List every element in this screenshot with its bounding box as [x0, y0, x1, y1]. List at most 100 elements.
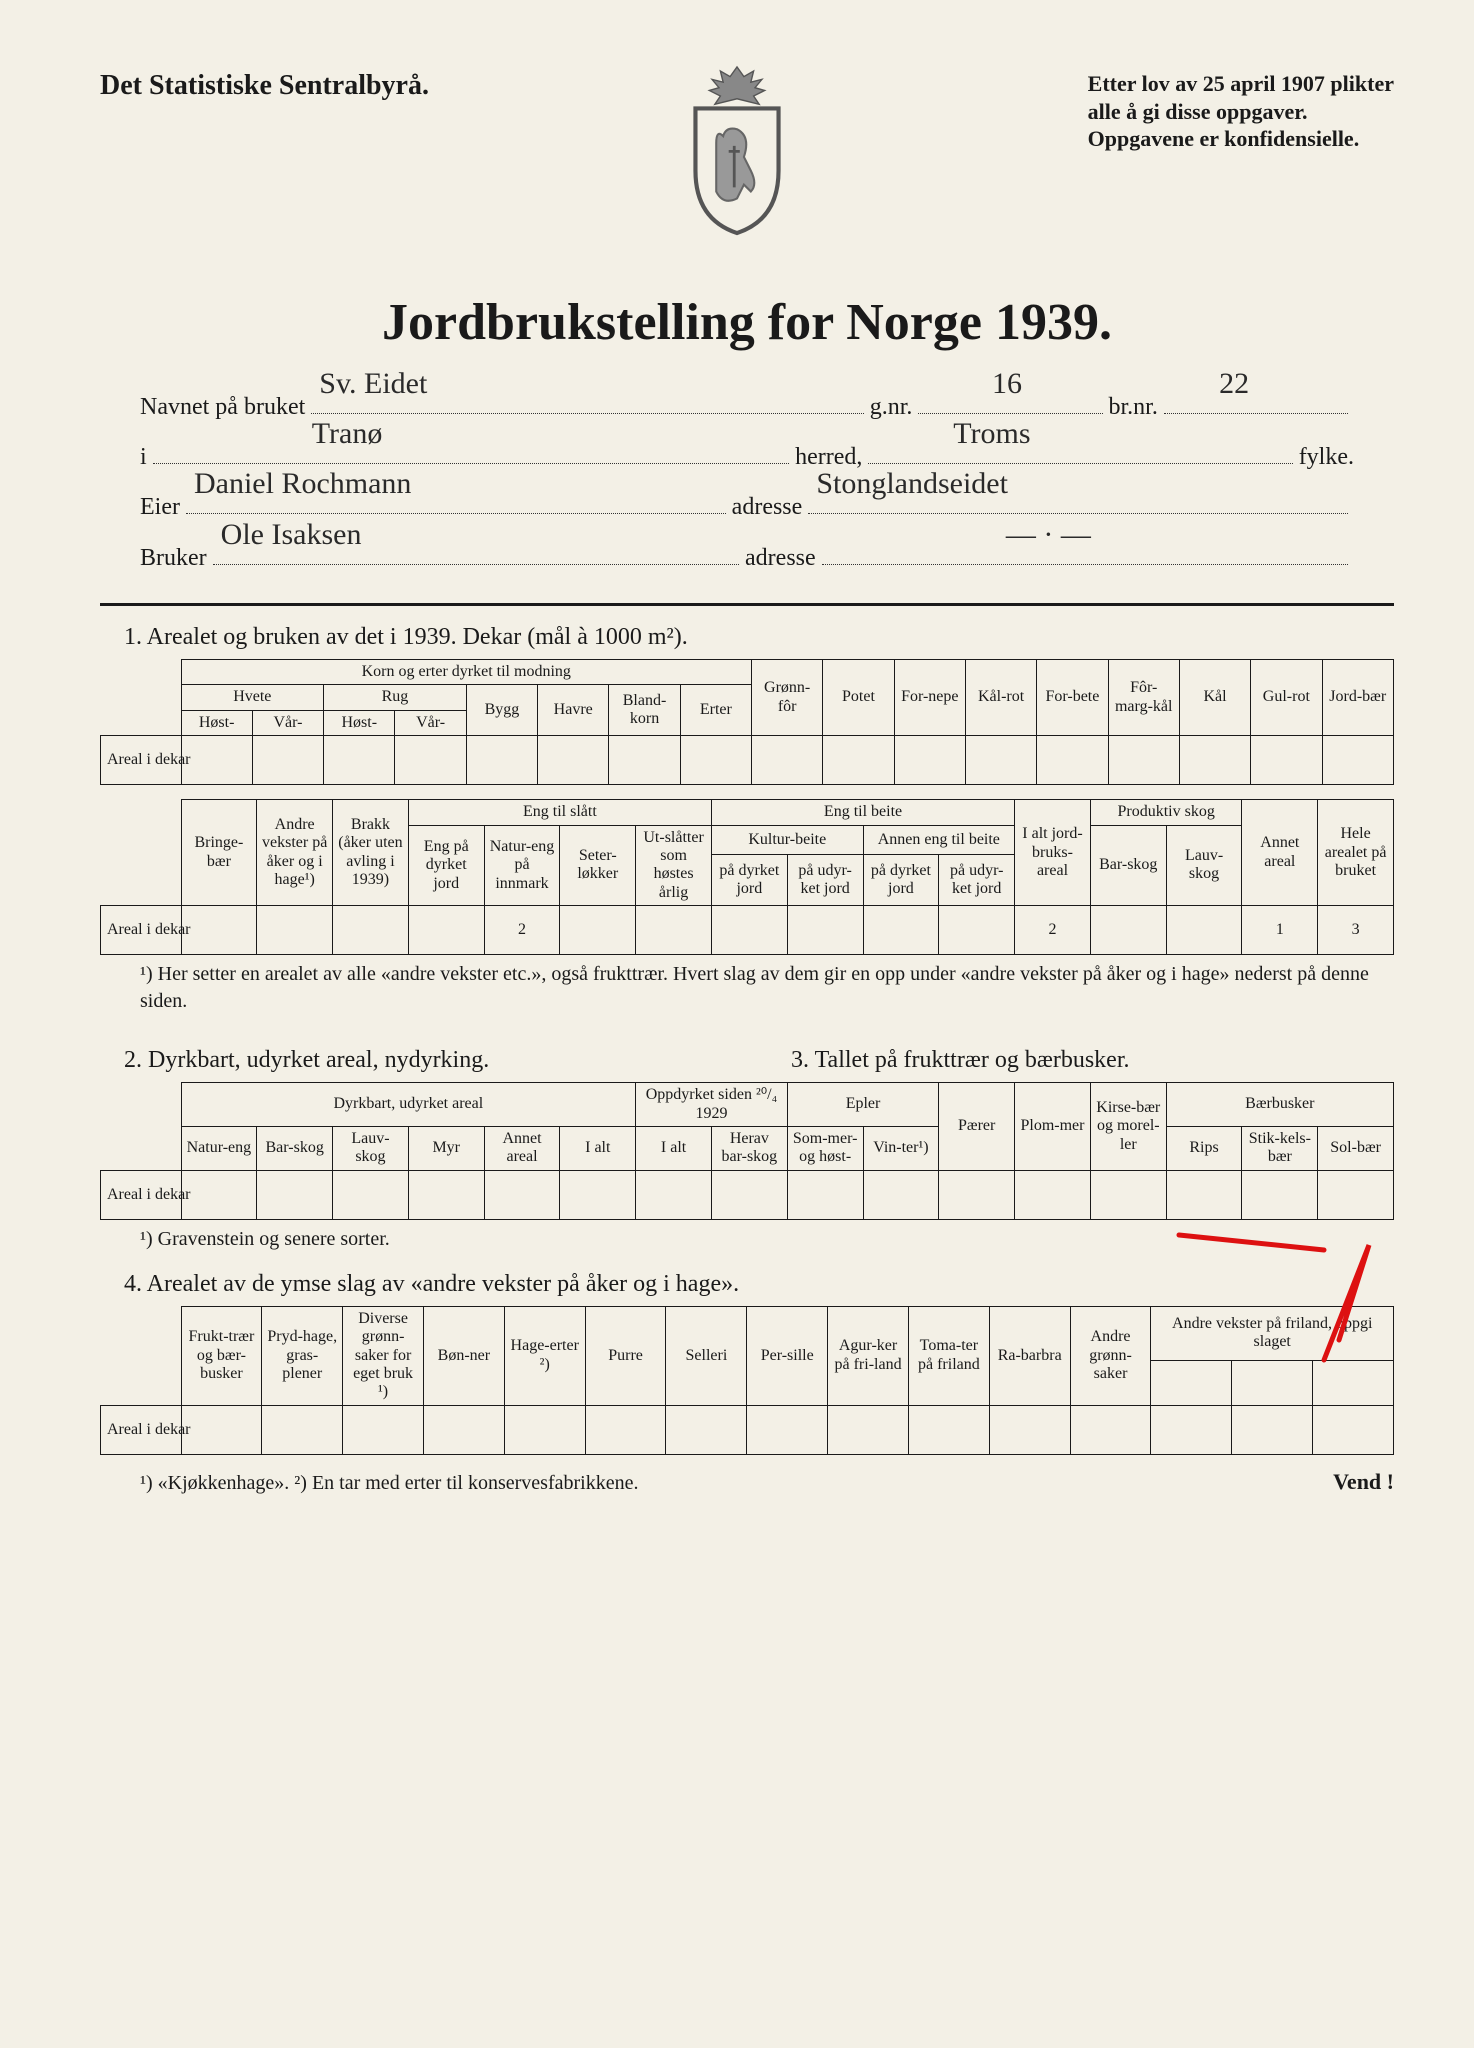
s4-bonner: Bøn-ner: [423, 1306, 504, 1405]
agency-name: Det Statistiske Sentralbyrå.: [100, 70, 429, 102]
kirse: Kirse-bær og morel-ler: [1090, 1083, 1166, 1171]
val-ialt: 2: [1015, 906, 1091, 955]
areal-label-23: Areal i dekar: [101, 1170, 182, 1219]
ab-dyrket: på dyrket jord: [863, 855, 939, 906]
footnote-1b: ¹) Her setter en arealet av alle «andre …: [140, 961, 1394, 1015]
bygg: Bygg: [466, 685, 537, 736]
s4-purre: Purre: [585, 1306, 666, 1405]
table-1b: Bringe-bær Andre vekster på åker og i ha…: [100, 799, 1394, 955]
potet: Potet: [823, 660, 894, 736]
form-page: Det Statistiske Sentralbyrå. Etter lov a…: [0, 0, 1474, 2048]
s4-andre-gronn: Andre grønn-saker: [1070, 1306, 1151, 1405]
s4-tomat: Toma-ter på friland: [908, 1306, 989, 1405]
barskog-1b: Bar-skog: [1090, 825, 1166, 906]
section-4-title: 4. Arealet av de ymse slag av «andre vek…: [124, 1271, 1394, 1298]
coat-of-arms-icon: [667, 60, 807, 240]
footnote-4: ¹) «Kjøkkenhage». ²) En tar med erter ti…: [140, 1470, 638, 1497]
section-2-title: 2. Dyrkbart, udyrket areal, nydyrking.: [124, 1047, 727, 1074]
areal-label-4: Areal i dekar: [101, 1405, 182, 1454]
eier-label: Eier: [140, 482, 180, 532]
ab-udyrket: på udyr-ket jord: [939, 855, 1015, 906]
section-3-title: 3. Tallet på frukttrær og bærbusker.: [791, 1047, 1394, 1074]
areal-label-1b: Areal i dekar: [101, 906, 182, 955]
form-title: Jordbrukstelling for Norge 1939.: [100, 293, 1394, 352]
law-line-3: Oppgavene er konfidensielle.: [1088, 125, 1394, 153]
opp-ialt: I alt: [636, 1126, 712, 1170]
brnr-value: 22: [1219, 352, 1249, 415]
s4-selleri: Selleri: [666, 1306, 747, 1405]
sommer: Som-mer-og høst-: [787, 1126, 863, 1170]
rug-var: Vår-: [395, 710, 466, 735]
law-notice: Etter lov av 25 april 1907 plikter alle …: [1088, 70, 1394, 153]
kalrot: Kål-rot: [965, 660, 1036, 736]
hvete-host: Høst-: [181, 710, 252, 735]
brakk: Brakk (åker uten avling i 1939): [333, 800, 409, 906]
section-1-title: 1. Arealet og bruken av det i 1939. Deka…: [124, 624, 1394, 651]
hele-areal: Hele arealet på bruket: [1318, 800, 1394, 906]
lauvskog-1b: Lauv-skog: [1166, 825, 1242, 906]
annet-areal: Annet areal: [1242, 800, 1318, 906]
plommer: Plom-mer: [1015, 1083, 1091, 1171]
fornepe: For-nepe: [894, 660, 965, 736]
brnr-label: br.nr.: [1109, 382, 1158, 432]
korn-group: Korn og erter dyrket til modning: [181, 660, 752, 685]
andre-vekster: Andre vekster på åker og i hage¹): [257, 800, 333, 906]
info-block: Navnet på bruket Sv. Eidet g.nr. 16 br.n…: [100, 382, 1394, 604]
s4-agurk: Agur-ker på fri-land: [828, 1306, 909, 1405]
kb-udyrket: på udyr-ket jord: [787, 855, 863, 906]
ialt-jord: I alt jord-bruks-areal: [1015, 800, 1091, 906]
solbaer: Sol-bær: [1318, 1126, 1394, 1170]
i-label: i: [140, 432, 147, 482]
table-2-3: Dyrkbart, udyrket areal Oppdyrket siden …: [100, 1082, 1394, 1220]
s2-natureng: Natur-eng: [181, 1126, 257, 1170]
s4-rabarbra: Ra-barbra: [989, 1306, 1070, 1405]
vinter: Vin-ter¹): [863, 1126, 939, 1170]
law-line-2: alle å gi disse oppgaver.: [1088, 98, 1394, 126]
rips: Rips: [1166, 1126, 1242, 1170]
vend-label: Vend !: [1333, 1469, 1394, 1495]
s2-annet: Annet areal: [484, 1126, 560, 1170]
kal: Kål: [1179, 660, 1250, 736]
val-hele: 3: [1318, 906, 1394, 955]
val-natureng: 2: [484, 906, 560, 955]
s4-frukt: Frukt-trær og bær-busker: [181, 1306, 262, 1405]
adresse-label-2: adresse: [745, 533, 816, 583]
table-4: Frukt-trær og bær-busker Pryd-hage, gras…: [100, 1306, 1394, 1455]
eng-dyrket: Eng på dyrket jord: [408, 825, 484, 906]
rug-host: Høst-: [324, 710, 395, 735]
s2-lauvskog: Lauv-skog: [333, 1126, 409, 1170]
eier-adresse: Stonglandseidet: [816, 452, 1008, 515]
law-line-1: Etter lov av 25 april 1907 plikter: [1088, 70, 1394, 98]
s2-myr: Myr: [408, 1126, 484, 1170]
hvete: Hvete: [181, 685, 324, 710]
s4-pryd: Pryd-hage, gras-plener: [262, 1306, 343, 1405]
baerbusker: Bærbusker: [1166, 1083, 1393, 1127]
fylke-label: fylke.: [1299, 432, 1354, 482]
adresse-label-1: adresse: [732, 482, 803, 532]
erter: Erter: [680, 685, 751, 736]
gnr-label: g.nr.: [870, 382, 913, 432]
havre: Havre: [538, 685, 609, 736]
val-annet: 1: [1242, 906, 1318, 955]
table-1a: Korn og erter dyrket til modning Grønn-f…: [100, 659, 1394, 785]
formargkal: Fôr-marg-kål: [1108, 660, 1179, 736]
rug: Rug: [324, 685, 467, 710]
gulrot: Gul-rot: [1251, 660, 1322, 736]
s4-persille: Per-sille: [747, 1306, 828, 1405]
seter: Seter-løkker: [560, 825, 636, 906]
gronnfor: Grønn-fôr: [752, 660, 823, 736]
s2-ialt: I alt: [560, 1126, 636, 1170]
annen-beite: Annen eng til beite: [863, 825, 1015, 855]
prod-skog: Produktiv skog: [1090, 800, 1242, 825]
stikkels: Stik-kels-bær: [1242, 1126, 1318, 1170]
eng-beite: Eng til beite: [711, 800, 1014, 825]
opp-herav: Herav bar-skog: [711, 1126, 787, 1170]
forbete: For-bete: [1037, 660, 1108, 736]
s2-group: Dyrkbart, udyrket areal: [181, 1083, 636, 1127]
opp-group: Oppdyrket siden ²⁰/₄ 1929: [636, 1083, 788, 1127]
bruker-value: Ole Isaksen: [221, 503, 362, 566]
bringebaer: Bringe-bær: [181, 800, 257, 906]
kulturbeite: Kultur-beite: [711, 825, 863, 855]
blandkorn: Bland-korn: [609, 685, 680, 736]
utslatter: Ut-slåtter som høstes årlig: [636, 825, 712, 906]
